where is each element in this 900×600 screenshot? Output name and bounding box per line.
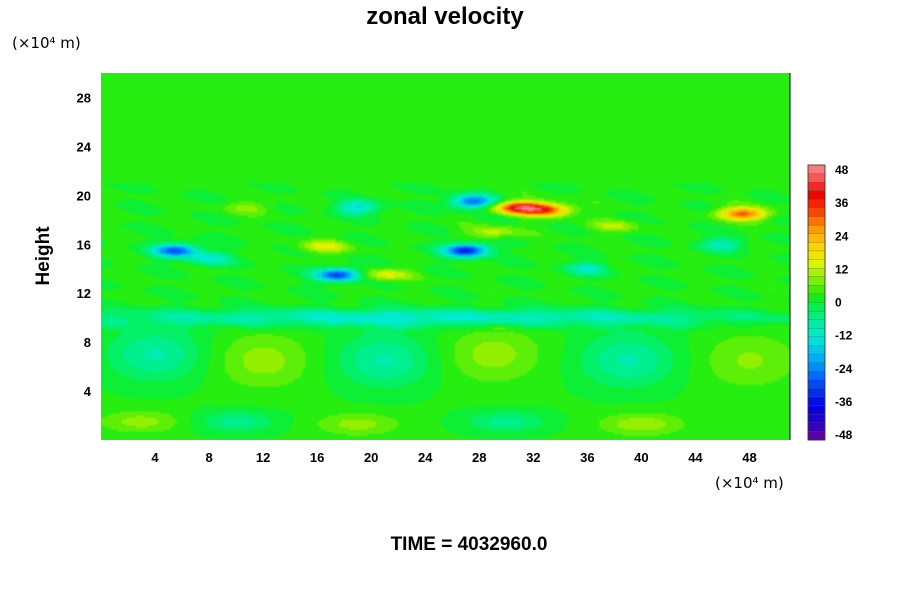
y-tick-label: 20 [77,188,91,203]
x-tick-label: 32 [526,450,540,465]
colorbar-band [807,182,826,192]
colorbar-band [807,405,826,415]
y-axis-label: Height [33,226,54,286]
colorbar-band [807,225,826,235]
colorbar-band [807,242,826,252]
colorbar-band [807,379,826,389]
colorbar-band [807,267,826,278]
y-tick-label: 8 [84,335,91,350]
colorbar-band [807,207,826,218]
y-tick-label: 28 [77,90,91,105]
colorbar-band [807,190,826,200]
x-axis-unit: (×10⁴ m) [715,474,784,492]
colorbar-band [807,396,826,407]
colorbar-band [807,353,826,364]
heatmap-field [101,73,790,440]
colorbar-band [807,285,826,295]
colorbar-band [807,328,826,338]
colorbar-band [807,259,826,269]
colorbar-band [807,199,826,209]
colorbar-band [807,414,826,424]
colorbar-tick-label: 24 [835,229,849,243]
x-tick-label: 20 [364,450,378,465]
colorbar-band [807,362,826,372]
x-tick-label: 28 [472,450,486,465]
colorbar-band [807,216,826,226]
x-tick-label: 36 [580,450,594,465]
x-tick-label: 12 [256,450,270,465]
x-tick-label: 24 [418,450,433,465]
x-tick-label: 4 [151,450,159,465]
colorbar-band [807,388,826,398]
colorbar-band [807,371,826,381]
colorbar-tick-label: -12 [835,329,853,343]
colorbar-tick-label: 0 [835,296,842,310]
colorbar-frame [807,164,826,441]
x-tick-label: 16 [310,450,324,465]
y-tick-label: 4 [84,384,92,399]
colorbar-band [807,276,826,286]
y-tick-label: 16 [77,237,91,252]
colorbar-band [807,319,826,329]
colorbar [807,164,826,441]
colorbar-band [807,345,826,355]
colorbar-tick-label: -36 [835,395,853,409]
colorbar-band [807,302,826,312]
colorbar-ticks: 48 36 24 12 0 -12 -24 -36 -48 [835,163,853,442]
plot-area [101,73,791,440]
colorbar-band [807,173,826,183]
colorbar-tick-label: 36 [835,196,849,210]
colorbar-tick-label: -24 [835,362,853,376]
y-axis-unit: (×10⁴ m) [12,34,81,52]
x-tick-label: 48 [742,450,756,465]
colorbar-band [807,233,826,243]
colorbar-tick-label: 48 [835,163,849,177]
y-axis-ticks: 4 8 12 16 20 24 28 [77,90,92,399]
y-tick-label: 12 [77,286,91,301]
chart-title: zonal velocity [366,3,524,30]
x-tick-label: 40 [634,450,648,465]
colorbar-band [807,422,826,432]
colorbar-tick-label: -48 [835,428,853,442]
colorbar-band [807,431,826,441]
colorbar-band [807,164,826,175]
colorbar-band [807,336,826,346]
time-label: TIME = 4032960.0 [391,534,548,555]
x-tick-label: 8 [205,450,212,465]
colorbar-band [807,293,826,303]
x-axis-ticks: 4 8 12 16 20 24 28 32 36 40 44 48 [151,450,756,465]
colorbar-band [807,310,826,321]
colorbar-band [807,250,826,260]
colorbar-tick-label: 12 [835,262,849,276]
y-tick-label: 24 [77,139,92,154]
x-tick-label: 44 [688,450,703,465]
